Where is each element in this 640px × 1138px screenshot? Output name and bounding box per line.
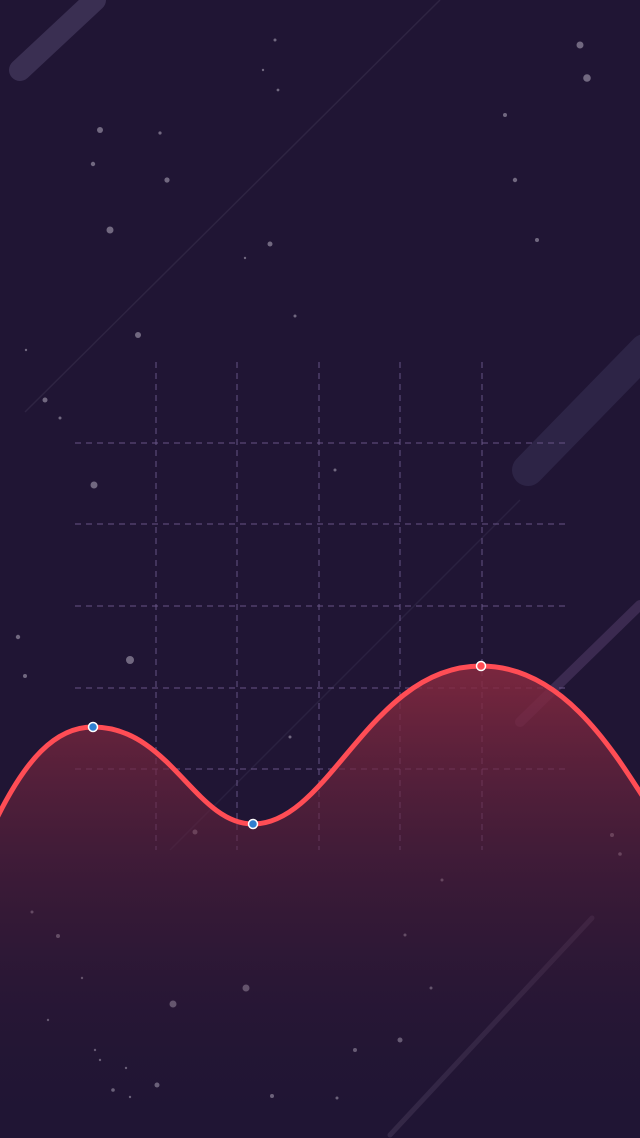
star-dot — [243, 256, 247, 260]
star-dot — [293, 314, 297, 318]
star-dot — [15, 634, 21, 640]
star-dot — [24, 348, 28, 352]
star-dot — [23, 674, 27, 678]
marker-peak-left — [87, 721, 99, 733]
marker-peak-right — [475, 660, 487, 672]
star-dot — [164, 177, 170, 183]
area-fill — [0, 666, 640, 1138]
star-dot — [267, 241, 273, 247]
streak-thin-mid — [169, 499, 521, 851]
star-dot — [273, 38, 277, 42]
marker-valley — [247, 818, 259, 830]
star-dot — [583, 74, 591, 82]
star-dot — [126, 656, 134, 664]
streak-right-upper — [512, 334, 640, 486]
star-dot — [288, 735, 292, 739]
star-dot — [333, 468, 337, 472]
star-dot — [135, 332, 141, 338]
star-dot — [576, 41, 584, 49]
star-dot — [90, 161, 96, 167]
star-dot — [106, 226, 114, 234]
curve-markers — [87, 660, 487, 830]
streak-top-left — [9, 0, 106, 81]
star-dot — [158, 131, 162, 135]
star-dot — [97, 127, 103, 133]
streak-thin-long — [24, 0, 441, 413]
star-dot — [276, 88, 280, 92]
star-dot — [535, 238, 539, 242]
star-dot — [503, 113, 507, 117]
star-dot — [512, 177, 518, 183]
star-dot — [261, 68, 265, 72]
star-dot — [90, 481, 98, 489]
star-dot — [42, 397, 48, 403]
curve-line — [0, 663, 640, 827]
star-dot — [58, 416, 62, 420]
